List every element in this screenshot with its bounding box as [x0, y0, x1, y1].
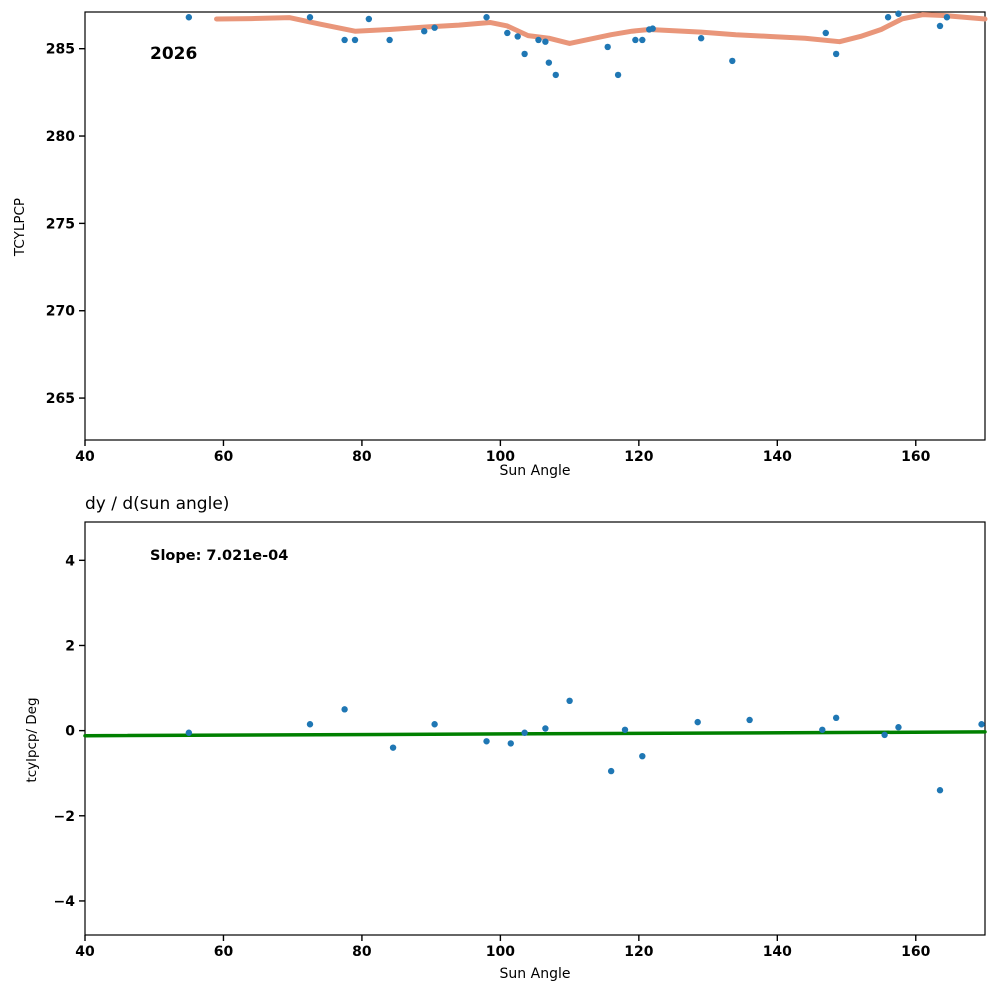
y-tick-label: −4	[54, 894, 76, 910]
scatter-point	[621, 726, 629, 733]
linear-fit-line	[83, 730, 987, 738]
scatter-point	[604, 43, 611, 51]
scatter-point	[365, 15, 373, 23]
scatter-point	[521, 50, 528, 58]
scatter-point	[729, 57, 736, 65]
x-tick-label: 160	[901, 944, 930, 960]
x-tick-label: 40	[75, 449, 95, 465]
x-tick-label: 80	[352, 944, 372, 960]
x-tick-label: 140	[763, 944, 792, 960]
slope-annotation: Slope: 7.021e-04	[150, 548, 289, 564]
scatter-point	[483, 14, 490, 21]
scatter-point	[431, 24, 438, 31]
scatter-point	[936, 787, 944, 794]
scatter-point	[881, 731, 888, 739]
x-tick-label: 100	[486, 449, 515, 465]
scatter-point	[639, 752, 646, 760]
x-tick-label: 40	[75, 944, 95, 960]
scatter-point	[504, 29, 511, 37]
bottom-chart-ylabel: tcylpcp/ Deg	[24, 697, 40, 783]
scatter-point	[389, 744, 397, 751]
x-tick-label: 160	[901, 449, 930, 465]
scatter-point	[351, 36, 359, 44]
x-tick-label: 100	[486, 944, 515, 960]
scatter-point	[386, 36, 393, 44]
scatter-point	[607, 767, 615, 775]
y-tick-label: −2	[54, 809, 75, 825]
y-tick-label: 280	[46, 129, 75, 145]
x-tick-label: 120	[624, 449, 653, 465]
y-tick-label: 275	[46, 216, 75, 232]
smoothed-trend-line	[214, 12, 988, 46]
scatter-point	[895, 724, 902, 731]
scatter-point	[936, 22, 944, 30]
top-chart-xlabel: Sun Angle	[499, 463, 571, 479]
bottom-chart-canvas: 40 60 80 100 120 140 160 −4 −2 0 2 4	[54, 521, 987, 960]
bottom-chart-xlabel: Sun Angle	[499, 966, 571, 982]
scatter-point	[614, 71, 622, 79]
x-tick-label: 60	[214, 944, 234, 960]
scatter-point	[566, 697, 573, 705]
scatter-point	[542, 38, 549, 45]
scatter-point	[306, 721, 314, 728]
top-chart-canvas: 40 60 80 100 120 140 160 265 270 275 280 285	[46, 10, 988, 465]
scatter-point	[421, 28, 428, 35]
scatter-point	[514, 33, 521, 40]
scatter-point	[943, 14, 951, 21]
x-tick-label: 80	[352, 449, 372, 465]
scatter-point	[832, 714, 840, 722]
scatter-point	[306, 14, 314, 21]
scatter-point	[694, 718, 701, 726]
year-annotation: 2026	[150, 44, 198, 64]
scatter-point	[552, 71, 559, 79]
scatter-point	[521, 729, 528, 736]
scatter-point	[483, 738, 490, 745]
plot-frame	[84, 521, 986, 936]
scatter-point	[507, 740, 514, 747]
scatter-point	[341, 706, 348, 713]
y-tick-label: 285	[46, 42, 75, 58]
scatter-point	[895, 10, 902, 17]
scatter-point	[639, 36, 646, 44]
x-tick-label: 120	[624, 944, 653, 960]
scatter-point	[632, 36, 639, 44]
y-tick-label: 270	[46, 304, 75, 320]
y-tick-label: 4	[65, 553, 75, 569]
scatter-point	[649, 25, 656, 32]
scatter-point	[542, 725, 549, 732]
scatter-point	[832, 50, 840, 58]
scatter-point	[185, 729, 193, 736]
scatter-point	[819, 726, 826, 733]
plot-frame	[84, 11, 986, 441]
scatter-point	[746, 716, 753, 724]
y-tick-label: 265	[46, 391, 75, 407]
y-tick-label: 2	[65, 638, 75, 654]
scatter-point	[884, 14, 892, 21]
x-tick-label: 140	[763, 449, 792, 465]
top-chart-ylabel: TCYLPCP	[12, 197, 28, 257]
y-tick-label: 0	[65, 724, 75, 740]
scatter-point	[535, 36, 542, 44]
bottom-chart-title: dy / d(sun angle)	[85, 494, 230, 514]
scatter-point	[978, 721, 985, 728]
scatter-point	[697, 35, 705, 42]
scatter-point	[545, 59, 553, 66]
scatter-point	[822, 29, 829, 37]
scatter-point	[341, 36, 348, 44]
x-tick-label: 60	[214, 449, 234, 465]
scatter-point	[185, 14, 193, 21]
scatter-point	[431, 721, 438, 728]
